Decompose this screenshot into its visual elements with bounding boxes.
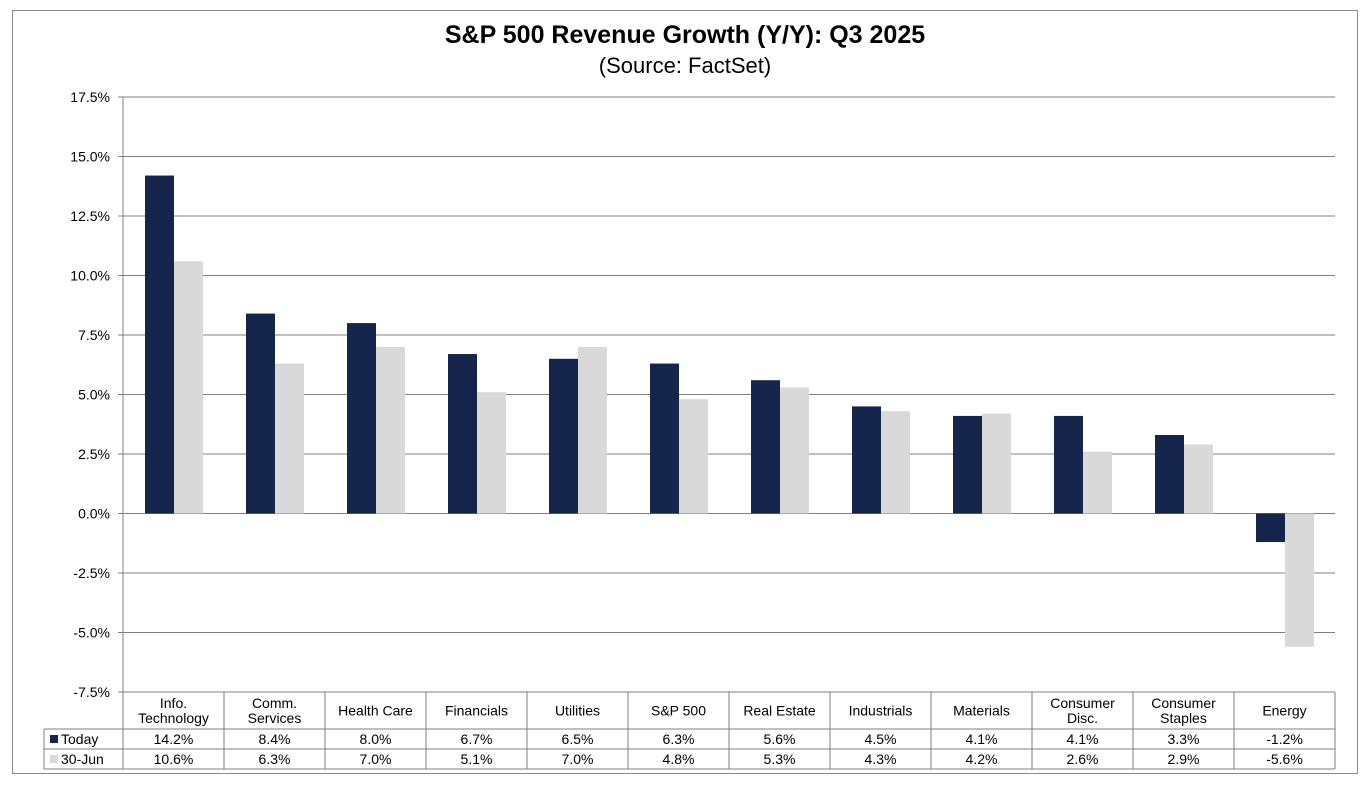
bar-today [650,363,679,514]
bar-today [1256,513,1285,543]
bar-jun30 [477,392,506,514]
bar-today [145,175,174,514]
bar-jun30 [881,411,910,514]
data-label: 6.3% [259,751,291,767]
data-label: 6.7% [461,731,493,747]
category-label: S&P 500 [651,703,706,719]
category-label: Energy [1262,703,1306,719]
legend-label: Today [61,731,98,747]
y-tick-label: 15.0% [70,149,110,165]
y-tick-label: -2.5% [73,565,110,581]
category-label: Staples [1160,710,1207,726]
data-label: 8.0% [360,731,392,747]
bar-jun30 [679,399,708,514]
y-tick-label: 0.0% [78,506,110,522]
legend-label: 30-Jun [61,751,104,767]
bar-jun30 [1285,513,1314,647]
y-tick-label: 12.5% [70,208,110,224]
data-label: 2.9% [1168,751,1200,767]
category-label: Health Care [338,703,413,719]
data-label: 4.2% [966,751,998,767]
y-tick-label: 17.5% [70,89,110,105]
bar-today [347,323,376,514]
chart-title: S&P 500 Revenue Growth (Y/Y): Q3 2025 [444,21,926,49]
category-label: Utilities [555,703,600,719]
y-tick-label: 2.5% [78,446,110,462]
bar-today [1155,434,1184,514]
bar-jun30 [275,363,304,514]
category-label: Real Estate [743,703,816,719]
data-label: 3.3% [1168,731,1200,747]
y-tick-label: 10.0% [70,268,110,284]
bar-jun30 [982,413,1011,514]
bar-jun30 [174,261,203,514]
chart-frame [12,10,1358,774]
data-label: -5.6% [1266,751,1303,767]
category-label: Services [248,710,302,726]
chart-subtitle: (Source: FactSet) [598,53,772,78]
bar-today [246,313,275,514]
data-label: 7.0% [562,751,594,767]
y-tick-label: 7.5% [78,327,110,343]
data-label: 4.3% [865,751,897,767]
bar-today [549,358,578,514]
category-label: Technology [138,710,209,726]
data-label: 6.3% [663,731,695,747]
legend-key-jun30 [50,755,58,763]
category-label: Materials [953,703,1010,719]
bar-today [953,415,982,514]
y-tick-label: -7.5% [73,684,110,700]
data-label: 2.6% [1067,751,1099,767]
bar-jun30 [376,346,405,514]
category-label: Comm. [252,695,297,711]
category-label: Financials [445,703,508,719]
data-label: 14.2% [154,731,194,747]
data-label: 10.6% [154,751,194,767]
bar-today [448,354,477,514]
bar-jun30 [1184,444,1213,514]
bar-jun30 [578,346,607,514]
data-label: 5.3% [764,751,796,767]
y-tick-label: 5.0% [78,387,110,403]
bar-today [852,406,881,514]
data-label: 6.5% [562,731,594,747]
category-label: Info. [160,695,187,711]
data-label: 7.0% [360,751,392,767]
bar-today [751,380,780,514]
category-label: Consumer [1050,695,1115,711]
data-label: 4.8% [663,751,695,767]
bar-today [1054,415,1083,514]
category-label: Consumer [1151,695,1216,711]
data-label: 4.5% [865,731,897,747]
bar-jun30 [1083,451,1112,514]
category-label: Industrials [849,703,913,719]
data-label: -1.2% [1266,731,1303,747]
category-label: Disc. [1067,710,1098,726]
y-tick-label: -5.0% [73,625,110,641]
data-label: 5.6% [764,731,796,747]
data-label: 8.4% [259,731,291,747]
legend-key-today [50,735,58,743]
data-label: 5.1% [461,751,493,767]
bar-jun30 [780,387,809,514]
data-label: 4.1% [966,731,998,747]
data-label: 4.1% [1067,731,1099,747]
